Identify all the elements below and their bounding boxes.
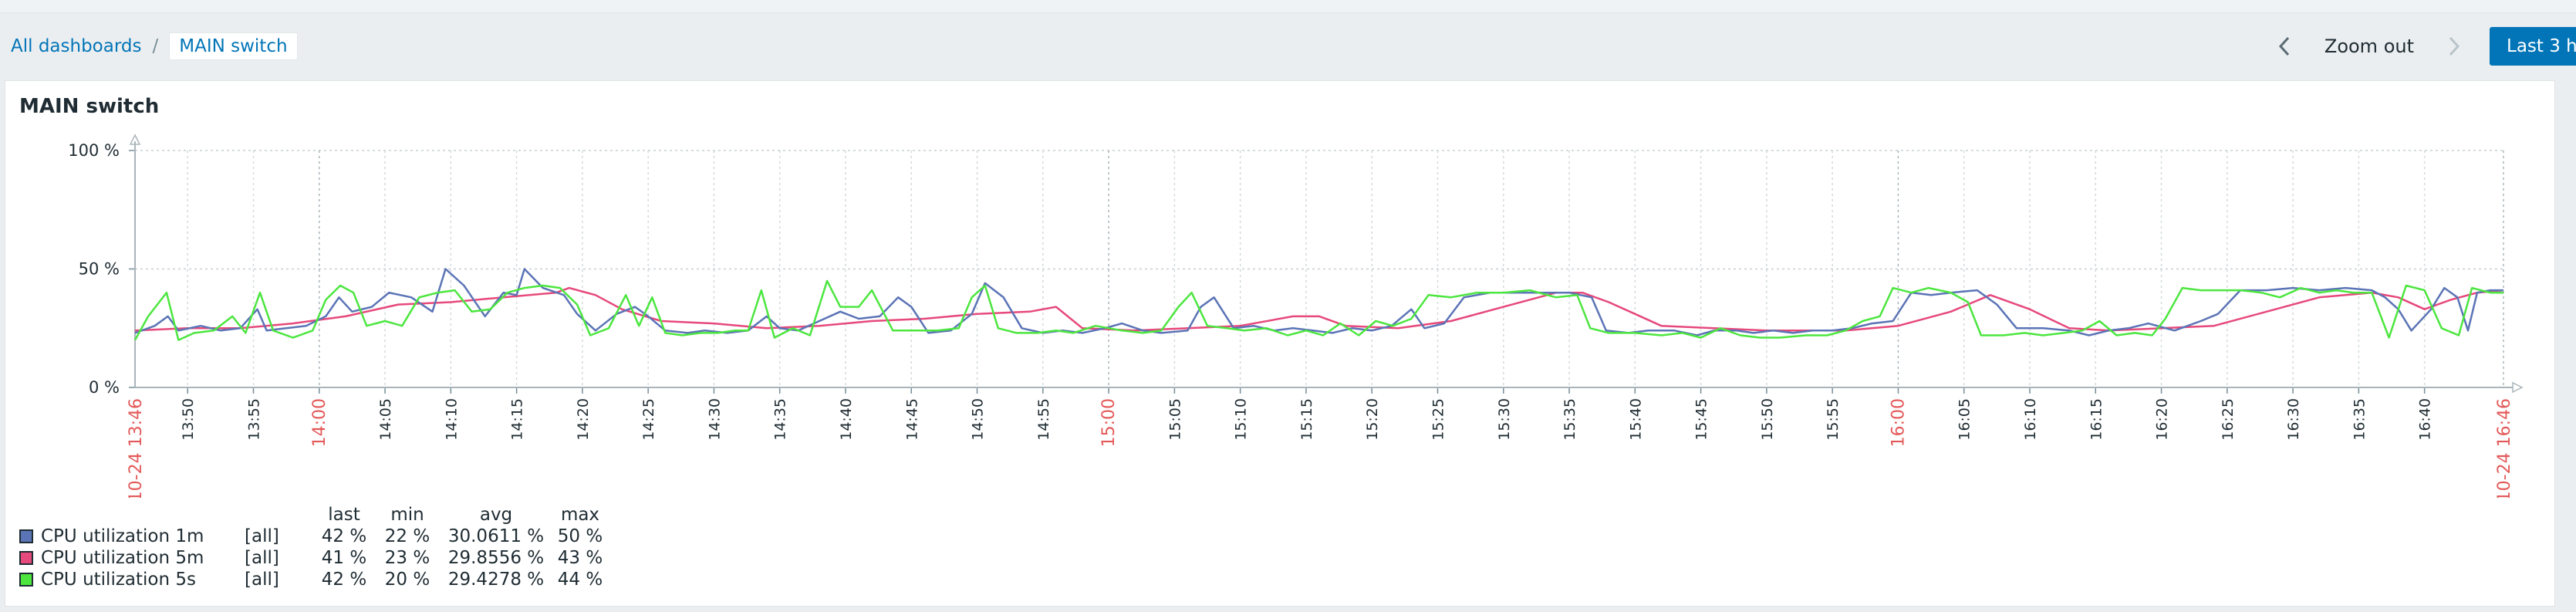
series-last: 42 %	[321, 526, 367, 546]
x-tick-label: 15:30	[1496, 398, 1513, 441]
x-range-label: 10-24 16:46	[2495, 398, 2514, 498]
series-avg: 29.8556 %	[447, 548, 545, 568]
x-tick-label: 15:35	[1561, 398, 1578, 441]
y-axis-arrow	[129, 134, 141, 145]
legend-header: last min avg max	[19, 504, 610, 526]
x-tick-label: 14:25	[640, 398, 657, 441]
chevron-left-icon	[2278, 36, 2289, 56]
current-dashboard-crumb[interactable]: MAIN switch	[169, 32, 298, 60]
y-tick-label: 100 %	[68, 141, 120, 160]
chevron-right-icon	[2449, 36, 2460, 56]
x-tick-label: 15:55	[1825, 398, 1842, 441]
series-line-cpu-utilization-5s	[133, 279, 2503, 341]
zoom-out-button[interactable]: Zoom out	[2324, 36, 2414, 57]
all-dashboards-link[interactable]: All dashboards	[11, 36, 142, 56]
x-tick-label: 13:50	[180, 398, 197, 441]
legend-header-avg: avg	[479, 505, 513, 525]
x-tick-label: 15:00	[1099, 398, 1119, 447]
legend-header-min: min	[390, 505, 424, 525]
x-tick-label: 15:05	[1166, 398, 1183, 441]
series-scope: [all]	[245, 570, 279, 590]
x-tick-label: 16:20	[2154, 398, 2171, 441]
graph-widget: MAIN switch 100 % 50 % 0 % 13:50 13:55 14:00 1…	[5, 80, 2555, 607]
widget-title: MAIN switch	[19, 95, 160, 118]
x-tick-label: 14:10	[443, 398, 460, 441]
legend-header-max: max	[560, 505, 600, 525]
y-tick-label: 50 %	[79, 260, 120, 279]
series-color-swatch	[19, 573, 33, 587]
x-axis-arrow	[2512, 381, 2524, 394]
series-avg: 29.4278 %	[447, 570, 545, 590]
x-tick-label: 15:45	[1693, 398, 1710, 441]
time-controls: Zoom out Last 3 hours	[2266, 26, 2576, 66]
legend-row: CPU utilization 5m [all] 41 % 23 % 29.85…	[19, 547, 610, 569]
series-max: 50 %	[557, 526, 603, 546]
next-period-button[interactable]	[2436, 28, 2473, 65]
series-min: 20 %	[384, 570, 430, 590]
series-name: CPU utilization 5s	[41, 570, 196, 590]
x-tick-label: 14:20	[575, 398, 592, 441]
x-tick-label: 14:30	[706, 398, 723, 441]
x-tick-label: 15:20	[1364, 398, 1381, 441]
series-color-swatch	[19, 529, 33, 543]
x-tick-label: 14:50	[970, 398, 987, 441]
cpu-utilization-graph[interactable]: 100 % 50 % 0 % 13:50 13:55 14:00 14:05 14:10 14:…	[5, 81, 2554, 498]
breadcrumb-separator: /	[152, 36, 159, 56]
series-name: CPU utilization 1m	[41, 526, 204, 546]
x-tick-label: 15:10	[1233, 398, 1250, 441]
x-tick-label: 14:40	[838, 398, 855, 441]
x-tick-label: 16:05	[1956, 398, 1973, 441]
time-period-button[interactable]: Last 3 hours	[2490, 27, 2576, 66]
series-last: 41 %	[321, 548, 367, 568]
x-tick-label: 16:10	[2022, 398, 2039, 441]
x-tick-label: 15:25	[1430, 398, 1447, 441]
x-tick-label: 15:40	[1627, 398, 1644, 441]
previous-period-button[interactable]	[2266, 28, 2303, 65]
x-tick-label: 14:15	[509, 398, 526, 441]
x-range-label: 10-24 13:46	[127, 398, 146, 498]
series-max: 43 %	[557, 548, 603, 568]
series-scope: [all]	[245, 548, 279, 568]
series-line-cpu-utilization-5m	[134, 286, 2504, 332]
x-tick-label: 14:05	[377, 398, 394, 441]
series-color-swatch	[19, 551, 33, 565]
x-tick-label: 16:25	[2220, 398, 2237, 441]
series-last: 42 %	[321, 570, 367, 590]
x-tick-label: 16:00	[1889, 398, 1908, 447]
x-tick-label: 13:55	[246, 398, 263, 441]
legend-header-last: last	[328, 505, 360, 525]
series-scope: [all]	[245, 526, 279, 546]
series-line-cpu-utilization-1m	[134, 268, 2503, 336]
x-tick-label: 16:30	[2285, 398, 2302, 441]
top-strip	[0, 0, 2576, 13]
series-name: CPU utilization 5m	[41, 548, 204, 568]
x-tick-label: 16:35	[2351, 398, 2368, 441]
graph-legend: last min avg max CPU utilization 1m [all…	[19, 504, 610, 590]
series-max: 44 %	[557, 570, 603, 590]
x-tick-label: 16:15	[2088, 398, 2105, 441]
x-tick-label: 14:35	[772, 398, 789, 441]
x-tick-label: 14:00	[310, 398, 329, 447]
dashboard-header: All dashboards / MAIN switch Zoom out La…	[0, 25, 2576, 68]
x-tick-label: 16:40	[2417, 398, 2434, 441]
x-tick-label: 15:15	[1298, 398, 1315, 441]
legend-row: CPU utilization 1m [all] 42 % 22 % 30.06…	[19, 526, 610, 547]
x-tick-label: 15:50	[1759, 398, 1776, 441]
series-min: 22 %	[384, 526, 430, 546]
legend-row: CPU utilization 5s [all] 42 % 20 % 29.42…	[19, 569, 610, 590]
series-avg: 30.0611 %	[447, 526, 545, 546]
series-min: 23 %	[384, 548, 430, 568]
breadcrumb: All dashboards / MAIN switch	[11, 32, 298, 60]
y-tick-label: 0 %	[89, 378, 120, 397]
x-tick-label: 14:45	[903, 398, 920, 441]
x-tick-label: 14:55	[1035, 398, 1052, 441]
